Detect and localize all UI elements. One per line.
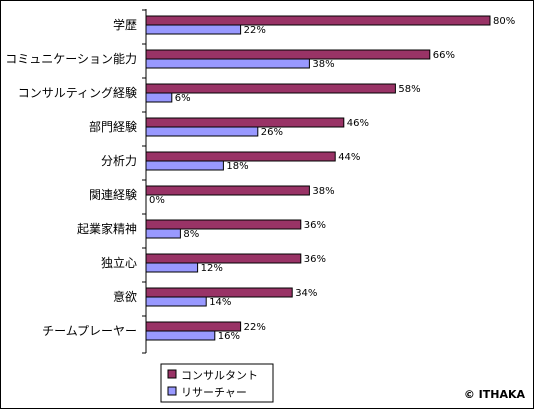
data-label: 6% [175,93,191,104]
legend-label: コンサルタント [181,369,258,382]
data-label: 12% [201,263,223,274]
category-label: 起業家精神 [77,221,137,236]
data-label: 58% [398,84,420,95]
bar-researcher [145,296,207,307]
data-label: 22% [244,322,266,333]
data-label: 18% [226,161,248,172]
bar-researcher [145,228,181,239]
data-label: 22% [244,25,266,36]
bar-researcher [145,58,310,69]
category-label: 意欲 [113,289,137,304]
category-label: チームプレーヤー [42,324,137,338]
bar-consultant [145,151,336,162]
bar-consultant [145,219,302,230]
data-label: 38% [312,59,334,70]
data-label: 36% [304,254,326,265]
legend-swatch [167,386,177,396]
copyright-text: © ITHAKA [464,388,526,401]
bar-consultant [145,49,431,60]
legend-swatch [167,369,177,379]
bar-consultant [145,253,302,264]
bar-researcher [145,330,216,341]
data-label: 44% [338,152,360,163]
data-label: 36% [304,220,326,231]
data-label: 16% [218,331,240,342]
category-label: コミュニケーション能力 [5,52,137,66]
bar-consultant [145,15,491,26]
bar-researcher [145,92,173,103]
data-label: 8% [183,229,199,240]
bar-consultant [145,83,396,94]
category-label: 部門経験 [89,119,137,134]
bar-researcher [145,262,199,273]
category-label: 関連経験 [89,187,137,202]
category-label: 独立心 [101,255,137,270]
data-label: 0% [149,195,165,206]
bar-consultant [145,287,293,298]
category-label: 学歴 [113,17,137,32]
data-label: 34% [295,288,317,299]
category-label: コンサルティング経験 [18,85,137,100]
bar-researcher [145,160,224,171]
bar-consultant [145,185,310,196]
bar-researcher [145,24,242,35]
legend-label: リサーチャー [181,386,247,399]
data-label: 26% [261,127,283,138]
data-label: 14% [209,297,231,308]
bar-researcher [145,126,259,137]
category-label: 分析力 [101,154,137,168]
data-label: 46% [347,118,369,129]
data-label: 66% [433,50,455,61]
legend-box [160,363,274,403]
data-label: 80% [493,16,515,27]
bar-consultant [145,117,345,128]
data-label: 38% [312,186,334,197]
bar-consultant [145,321,242,332]
